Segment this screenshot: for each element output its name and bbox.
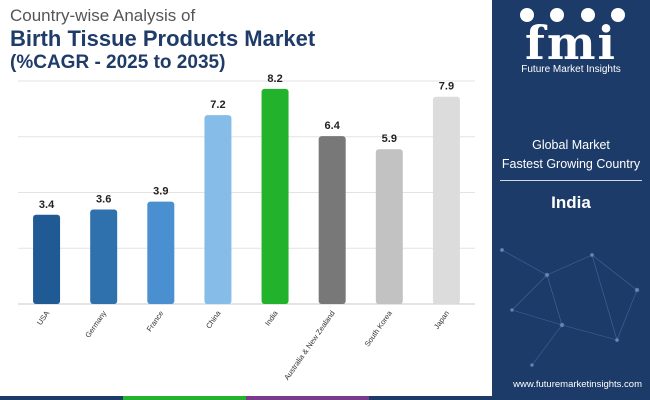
data-label: 7.2 (210, 99, 225, 111)
bar (147, 201, 175, 304)
bar (90, 209, 118, 304)
x-tick-label: South Korea (363, 308, 395, 348)
website-url: www.futuremarketinsights.com (513, 379, 642, 390)
data-label: 5.9 (382, 133, 397, 145)
data-label: 3.9 (153, 186, 168, 198)
bar (318, 136, 346, 304)
sidebar-panel: fmi Future Market Insights Global Market… (492, 0, 650, 400)
sidebar-label-fastest: Fastest Growing Country (501, 157, 641, 171)
data-label: 6.4 (325, 120, 341, 132)
brand-logo: fmi (525, 16, 617, 70)
data-label: 7.9 (439, 81, 454, 93)
x-tick-label: Australia & New Zealand (282, 309, 337, 382)
chart-subtitle: (%CAGR - 2025 to 2035) (10, 52, 226, 73)
bar (33, 214, 61, 304)
chart-title-block: Country-wise Analysis of Birth Tissue Pr… (10, 6, 315, 74)
bar (261, 88, 289, 304)
x-tick-label: Japan (432, 309, 451, 331)
x-tick-label: Germany (83, 309, 108, 340)
bottom-bar-segment-3 (246, 396, 369, 400)
bar (432, 96, 460, 304)
logo-circle-icon (610, 8, 625, 22)
logo-circle-icon (550, 8, 565, 22)
x-tick-label: USA (35, 309, 51, 327)
logo-icon-row (520, 8, 625, 22)
brand-name: Future Market Insights (521, 64, 621, 75)
chart-title: Birth Tissue Products Market (10, 26, 316, 51)
bar-chart: 3.4 USA 3.6 Germany 3.9 France 7.2 China 8.2 Indi… (18, 73, 475, 382)
bottom-color-bar (0, 396, 492, 400)
bar (375, 149, 403, 304)
logo-circle-icon (520, 8, 534, 22)
data-label: 3.4 (39, 199, 55, 211)
x-tick-label: France (145, 309, 166, 333)
data-label: 8.2 (267, 73, 282, 85)
title-line-1: Country-wise Analysis of (10, 6, 196, 25)
bar (204, 115, 232, 304)
sidebar-label-global: Global Market (532, 138, 610, 152)
bottom-bar-segment-1 (0, 396, 123, 400)
data-label: 3.6 (96, 194, 111, 206)
network-decoration (499, 247, 640, 367)
x-tick-label: India (263, 308, 280, 327)
logo-circle-icon (580, 8, 595, 22)
x-tick-label: China (204, 308, 223, 330)
bottom-bar-segment-4 (369, 396, 492, 400)
bottom-bar-segment-2 (123, 396, 246, 400)
sidebar-divider (500, 180, 642, 181)
fastest-country: India (551, 193, 591, 212)
